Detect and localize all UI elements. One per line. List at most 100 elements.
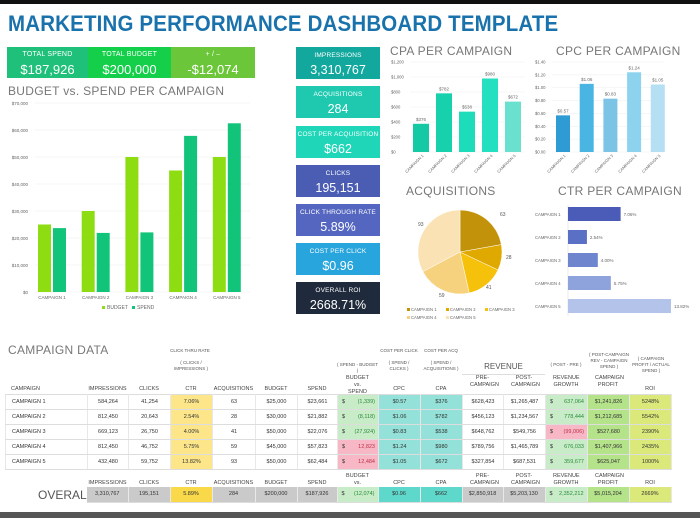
y-tick-label: $30,000: [12, 209, 29, 214]
bvs-note: ( SPEND - BUDGET ): [337, 362, 379, 373]
kpi-acquisitions: ACQUISITIONS 284: [296, 86, 380, 118]
table-row[interactable]: CAMPAIGN 3 669,123 26,750 4.00% 41 $50,000 $22…: [5, 424, 672, 440]
cell-budget: $45,000: [255, 439, 298, 455]
legend-label: CAMPAIGN 5: [450, 315, 476, 320]
bar: [482, 78, 498, 152]
column-header-acquisitions[interactable]: ACQUISITIONS: [213, 386, 254, 392]
cell-value: 637,064: [564, 399, 584, 405]
cell-cpa: $672: [420, 454, 463, 470]
y-tick-label: $40,000: [12, 182, 29, 187]
data-label: $1.05: [652, 78, 664, 83]
cell-ctr: 2.54%: [170, 409, 213, 425]
cpc-note-title: COST PER CLICK: [380, 348, 418, 353]
cell-post-campaign: $1,465,789: [503, 439, 546, 455]
column-header-clicks[interactable]: CLICKS: [139, 386, 159, 392]
pie-data-label: 63: [500, 212, 506, 218]
column-header-impressions[interactable]: IMPRESSIONS: [88, 386, 127, 392]
cell-value: 778,444: [564, 414, 584, 420]
column-header-pre-campaign[interactable]: PRE- CAMPAIGN: [470, 375, 499, 388]
cell-campaign-profit: $625,047: [587, 454, 630, 470]
y-tick-label: CAMPAIGN 1: [535, 212, 561, 217]
column-header-spend[interactable]: SPEND: [307, 386, 327, 392]
overall-table: 3,310,767 195,151 5.89% 284 $200,000 $187,926…: [87, 487, 672, 503]
column-header-campaign-profit[interactable]: CAMPAIGN PROFIT: [595, 375, 624, 388]
cell-campaign: CAMPAIGN 4: [5, 439, 88, 455]
currency-symbol: $: [550, 399, 554, 405]
kpi-label: TOTAL BUDGET: [101, 51, 158, 58]
cell-spend: $62,484: [297, 454, 338, 470]
bar-budget: [125, 157, 139, 292]
kpi-label: IMPRESSIONS: [314, 52, 362, 59]
x-tick-label: CAMPAIGN 1: [404, 153, 425, 174]
column-header-ctr[interactable]: CTR: [185, 386, 197, 392]
x-tick-label: CAMPAIGN 3: [593, 153, 614, 174]
column-header-cpa[interactable]: CPA: [435, 386, 447, 392]
pie-data-label: 93: [418, 222, 424, 228]
cell-budget-vs-spend: $ (1,339): [337, 394, 379, 410]
cell-campaign-profit: $1,241,826: [587, 394, 630, 410]
y-tick-label: $1,200: [391, 60, 404, 65]
overall-row: 3,310,767 195,151 5.89% 284 $200,000 $187,926…: [87, 487, 672, 503]
kpi-value: $187,926: [20, 62, 75, 77]
cell-post-campaign: $5,203,130: [503, 487, 546, 503]
legend-swatch: [446, 308, 449, 311]
cell-pre-campaign: $648,762: [462, 424, 504, 440]
y-tick-label: $10,000: [12, 263, 29, 268]
x-tick-label: CAMPAIGN 4: [473, 153, 494, 174]
cell-campaign-profit: $1,212,685: [587, 409, 630, 425]
currency-symbol: $: [342, 459, 346, 465]
cell-campaign: CAMPAIGN 5: [5, 454, 88, 470]
cell-campaign-profit: $1,407,966: [587, 439, 630, 455]
cell-impressions: 432,480: [87, 454, 129, 470]
cell-roi: 2435%: [629, 439, 672, 455]
cell-value: (8,118): [357, 414, 375, 420]
table-row[interactable]: CAMPAIGN 5 432,480 59,752 13.82% 93 $50,000 $6…: [5, 454, 672, 470]
currency-symbol: $: [549, 491, 553, 498]
kpi-impressions: IMPRESSIONS 3,310,767: [296, 47, 380, 79]
cell-cpc: $0.83: [378, 424, 421, 440]
cell-cpa: $980: [420, 439, 463, 455]
column-header-roi[interactable]: ROI: [645, 386, 655, 392]
legend-swatch: [485, 308, 488, 311]
cell-acquisitions: 284: [212, 487, 256, 503]
column-header-budget[interactable]: BUDGET: [264, 386, 288, 392]
currency-symbol: $: [550, 444, 554, 450]
cell-revenue-growth: $637,064: [545, 394, 588, 410]
cell-impressions: 3,310,767: [87, 487, 129, 503]
column-header-revenue-growth[interactable]: REVENUE GROWTH: [553, 375, 580, 388]
cell-ctr: 4.00%: [170, 424, 213, 440]
table-row[interactable]: CAMPAIGN 2 812,450 20,643 2.54% 28 $30,000 $21…: [5, 409, 672, 425]
cell-value: 359,677: [564, 459, 584, 465]
table-row[interactable]: CAMPAIGN 4 812,450 46,752 5.75% 59 $45,000 $57…: [5, 439, 672, 455]
kpi-value: 2668.71%: [309, 298, 367, 312]
y-tick-label: $0.80: [535, 98, 546, 103]
column-header-post-campaign[interactable]: POST- CAMPAIGN: [511, 375, 540, 388]
cell-roi: 5542%: [629, 409, 672, 425]
overall-header-cpa: CPA: [435, 480, 447, 486]
y-tick-label: $70,000: [12, 101, 29, 106]
data-label: 4.00%: [601, 258, 614, 263]
legend-swatch: [446, 316, 449, 319]
y-tick-label: CAMPAIGN 3: [535, 258, 561, 263]
data-label: $672: [508, 95, 519, 100]
data-label: 5.75%: [614, 281, 627, 286]
y-tick-label: $1.40: [535, 60, 546, 65]
acquisitions-chart-title: ACQUISITIONS: [406, 184, 496, 198]
y-tick-label: $0.20: [535, 137, 546, 142]
currency-symbol: $: [341, 491, 345, 498]
cell-cpc: $1.05: [378, 454, 421, 470]
bar: [568, 230, 587, 244]
column-header-budget-vs-spend[interactable]: BUDGET vs. SPEND: [346, 375, 369, 395]
table-row[interactable]: CAMPAIGN 1 584,264 41,254 7.06% 63 $25,000 $23…: [5, 394, 672, 410]
cell-value: 12,823: [358, 444, 375, 450]
x-tick-label: CAMPAIGN 1: [38, 295, 66, 300]
column-header-cpc[interactable]: CPC: [393, 386, 405, 392]
bar: [413, 123, 429, 152]
cell-budget-vs-spend: $ (12,074): [337, 487, 379, 503]
bar: [568, 276, 611, 290]
window-top-bar: [0, 0, 700, 4]
y-tick-label: $400: [391, 120, 401, 125]
currency-symbol: $: [550, 429, 554, 435]
column-header-campaign[interactable]: CAMPAIGN: [11, 386, 40, 392]
bar: [505, 101, 521, 152]
